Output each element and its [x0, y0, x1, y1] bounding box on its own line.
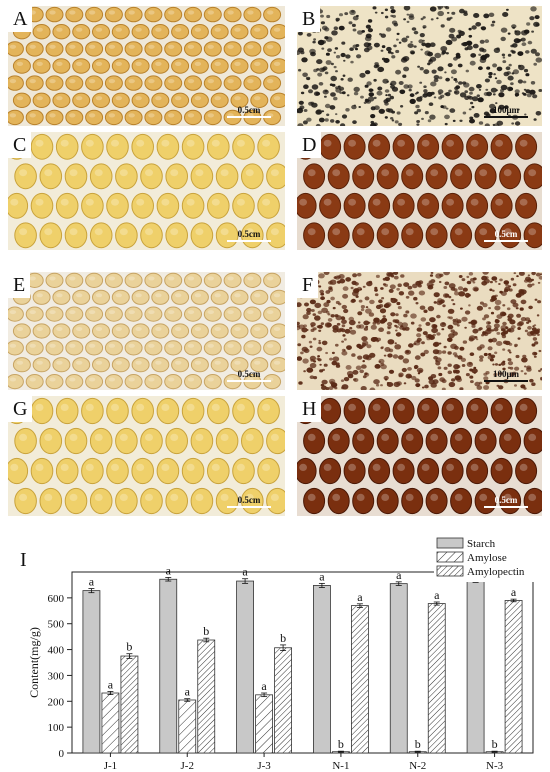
significance-letter: a	[357, 590, 363, 604]
scale-bar: 0.5cm	[227, 229, 271, 242]
x-tick-label: J-1	[104, 760, 117, 772]
significance-letter: a	[319, 569, 325, 583]
seed-photo	[297, 132, 542, 250]
bar-amylopectin	[274, 647, 292, 754]
bar-amylopectin	[504, 600, 523, 754]
panel-label: B	[297, 6, 321, 32]
panel-c: C 0.5cm	[8, 132, 285, 250]
panel-label: D	[297, 132, 322, 158]
scale-bar-line	[227, 116, 271, 118]
scale-bar-line	[227, 240, 271, 242]
scale-bar-line	[484, 506, 528, 508]
significance-letter: b	[415, 737, 421, 751]
panel-b: B 100μm	[297, 6, 542, 126]
bar-starch	[159, 578, 178, 754]
significance-letter: b	[338, 737, 344, 751]
legend-swatch	[436, 537, 464, 549]
y-axis-label: Content(mg/g)	[27, 627, 41, 698]
bar-amylose	[178, 699, 197, 754]
scale-bar-label: 100μm	[492, 105, 520, 115]
panel-d: D 0.5cm	[297, 132, 542, 250]
x-tick-label: J-3	[257, 760, 271, 772]
x-tick-label: N-3	[486, 760, 504, 772]
significance-letter: a	[166, 563, 172, 577]
scale-bar: 100μm	[484, 105, 528, 118]
scale-bar: 0.5cm	[227, 105, 271, 118]
y-tick-label: 0	[59, 748, 65, 760]
scale-bar: 0.5cm	[484, 229, 528, 242]
legend-label: Starch	[467, 538, 496, 550]
significance-letter: b	[126, 640, 132, 654]
significance-letter: b	[280, 631, 286, 645]
bar-amylopectin	[197, 639, 216, 754]
scale-bar-label: 0.5cm	[237, 229, 261, 239]
panel-e: E 0.5cm	[8, 272, 285, 390]
significance-letter: a	[434, 588, 440, 602]
legend-swatch	[436, 551, 464, 563]
x-tick-label: N-1	[332, 760, 349, 772]
significance-letter: a	[108, 677, 114, 691]
legend-swatch	[436, 565, 464, 577]
bar-amylose	[101, 692, 120, 754]
bar-amylopectin	[120, 655, 139, 754]
y-tick-label: 200	[48, 696, 65, 708]
scale-bar-line	[484, 240, 528, 242]
significance-letter: a	[185, 685, 191, 699]
y-tick-label: 600	[48, 593, 65, 605]
bar-starch	[313, 585, 331, 754]
significance-letter: a	[396, 568, 402, 582]
y-tick-label: 100	[48, 722, 65, 734]
panel-label: C	[8, 132, 32, 158]
bar-amylose	[255, 694, 273, 754]
seed-photo	[297, 396, 542, 516]
y-tick-label: 400	[48, 645, 65, 657]
panel-label: E	[8, 272, 31, 298]
legend-label: Amylopectin	[467, 566, 525, 578]
scale-bar-line	[227, 506, 271, 508]
scale-bar-line	[484, 116, 528, 118]
bar-starch	[82, 590, 101, 754]
bar-starch	[466, 579, 485, 754]
scale-bar: 0.5cm	[227, 369, 271, 382]
scale-bar-label: 0.5cm	[237, 495, 261, 505]
significance-letter: a	[511, 585, 517, 599]
panel-f: F 100μm	[297, 272, 542, 390]
x-tick-label: N-2	[409, 760, 426, 772]
y-tick-label: 300	[48, 670, 65, 682]
panel-g: G 0.5cm	[8, 396, 285, 516]
scale-bar-line	[484, 380, 528, 382]
scale-bar-label: 100μm	[492, 369, 520, 379]
panel-a: A 0.5cm	[8, 6, 285, 126]
panel-label: F	[297, 272, 319, 298]
scale-bar-label: 0.5cm	[494, 495, 518, 505]
scale-bar: 100μm	[484, 369, 528, 382]
panel-label: A	[8, 6, 33, 32]
scale-bar-label: 0.5cm	[494, 229, 518, 239]
plot-frame	[71, 571, 534, 754]
bar-amylopectin	[427, 603, 446, 754]
significance-letter: b	[492, 737, 498, 751]
scale-bar-label: 0.5cm	[237, 369, 261, 379]
y-tick-label: 500	[48, 619, 65, 631]
bar-starch	[389, 583, 408, 754]
x-tick-label: J-2	[181, 760, 194, 772]
scale-bar-line	[227, 380, 271, 382]
significance-letter: a	[242, 565, 248, 579]
panel-label: H	[297, 396, 322, 422]
bar-amylopectin	[351, 605, 369, 754]
bar-starch	[236, 580, 254, 754]
significance-letter: a	[261, 679, 267, 693]
micrograph	[297, 6, 542, 126]
legend-label: Amylose	[467, 552, 507, 564]
chart-panel-label: I	[20, 549, 27, 571]
significance-letter: a	[89, 575, 95, 589]
scale-bar-label: 0.5cm	[237, 105, 261, 115]
seed-photo	[8, 272, 285, 390]
panel-label: G	[8, 396, 33, 422]
scale-bar: 0.5cm	[227, 495, 271, 508]
significance-letter: b	[203, 624, 209, 638]
panel-h: H 0.5cm	[297, 396, 542, 516]
scale-bar: 0.5cm	[484, 495, 528, 508]
bar-chart: I 0 100 200 300 400 500 600 Content(mg/g) a a b J-1 a…	[20, 536, 548, 772]
